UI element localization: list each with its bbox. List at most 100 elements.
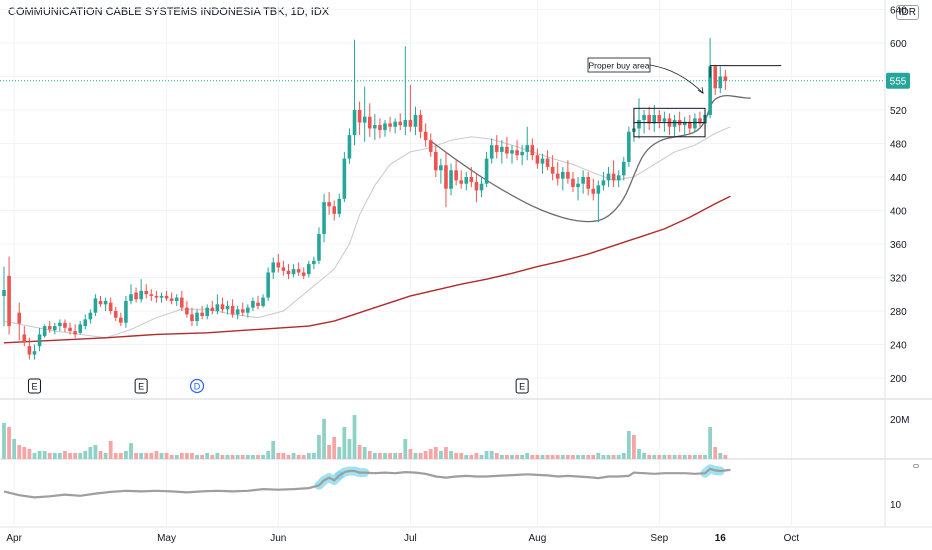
candle-body <box>169 298 174 301</box>
candle-body <box>550 166 555 174</box>
volume-bar <box>372 453 377 459</box>
annotation-text: Proper buy area <box>589 61 650 71</box>
earnings-marker[interactable]: E <box>27 378 41 394</box>
candle-body <box>718 76 723 89</box>
candle <box>454 160 458 186</box>
candle-body <box>124 300 128 323</box>
price-tick-label: 520 <box>890 106 907 117</box>
candle <box>185 300 189 318</box>
candle <box>42 324 47 338</box>
candle <box>78 321 82 335</box>
volume-bar <box>296 455 301 459</box>
candle <box>312 256 316 270</box>
price-tick-label: 640 <box>890 6 907 17</box>
candle <box>718 66 723 94</box>
candle-body <box>58 322 62 327</box>
candle-body <box>174 297 179 301</box>
candle <box>540 153 545 174</box>
candle <box>627 126 631 167</box>
volume-bar <box>210 455 215 459</box>
candle <box>667 113 672 136</box>
candle-body <box>83 319 88 327</box>
candle <box>286 264 291 280</box>
candle <box>489 138 494 164</box>
volume-bar <box>205 453 210 459</box>
candle <box>291 264 296 278</box>
volume-bar <box>190 453 194 459</box>
candle-body <box>256 302 260 306</box>
candle-body <box>606 173 611 181</box>
candle <box>119 312 123 327</box>
candle <box>22 326 27 347</box>
dividend-marker[interactable]: D <box>189 378 205 394</box>
price-axis-currency-badge[interactable]: IDR <box>895 5 919 20</box>
volume-bar <box>118 453 123 459</box>
candle <box>164 290 169 301</box>
candle-body <box>276 262 281 268</box>
candle-body <box>637 120 641 129</box>
volume-bar <box>596 453 601 459</box>
candle <box>428 133 433 157</box>
volume-bar <box>652 455 657 459</box>
rs-axis-currency-badge[interactable] <box>913 464 919 468</box>
volume-bar <box>42 451 47 459</box>
volume-bar <box>530 455 535 459</box>
candle-body <box>159 295 164 298</box>
candle <box>301 267 306 280</box>
earnings-marker[interactable]: E <box>515 378 529 394</box>
candle <box>642 110 646 134</box>
volume-bar <box>560 455 565 459</box>
cup-pattern <box>430 94 751 223</box>
volume-bar <box>63 451 67 459</box>
candle-body <box>616 175 621 181</box>
candle-body <box>235 309 240 315</box>
candle-body <box>688 121 692 129</box>
candle-body <box>342 158 347 199</box>
volume-bar <box>291 453 296 459</box>
candle <box>230 299 235 318</box>
volume-bar <box>327 445 332 459</box>
earnings-marker-label: E <box>519 382 525 392</box>
candle-body <box>32 351 37 355</box>
candle <box>520 145 524 166</box>
candle <box>474 173 479 203</box>
volume-bar <box>682 455 687 459</box>
candle <box>200 305 204 320</box>
candle <box>723 69 728 90</box>
candle <box>93 294 98 317</box>
volume-bar <box>12 439 17 459</box>
candle <box>418 110 423 139</box>
candle <box>413 106 418 136</box>
volume-bar <box>703 455 707 459</box>
candle <box>439 158 443 184</box>
earnings-marker[interactable]: E <box>134 378 148 394</box>
candle <box>398 113 403 131</box>
volume-bar <box>154 451 159 459</box>
candle <box>251 297 255 311</box>
volume-bar <box>637 449 641 459</box>
candle-body <box>119 317 123 323</box>
candle <box>373 114 377 141</box>
volume-bar <box>256 455 260 459</box>
candle <box>525 126 530 161</box>
candle-body <box>571 178 575 188</box>
candle <box>47 321 52 333</box>
candle-body <box>240 309 245 313</box>
candle <box>637 98 641 139</box>
candle <box>225 300 230 315</box>
candle <box>530 138 535 161</box>
volume-bar <box>347 439 352 459</box>
candle-body <box>464 177 469 184</box>
candle <box>103 297 108 311</box>
time-tick-label: Oct <box>784 533 800 544</box>
candle <box>240 302 245 317</box>
volume-bar <box>535 455 540 459</box>
candle <box>581 170 585 194</box>
volume-bar <box>723 455 728 459</box>
volume-bar <box>413 453 418 459</box>
candle <box>63 319 67 332</box>
candle-body <box>210 307 215 311</box>
time-tick-label: Apr <box>6 533 22 544</box>
price-tick-label: 280 <box>890 307 907 318</box>
